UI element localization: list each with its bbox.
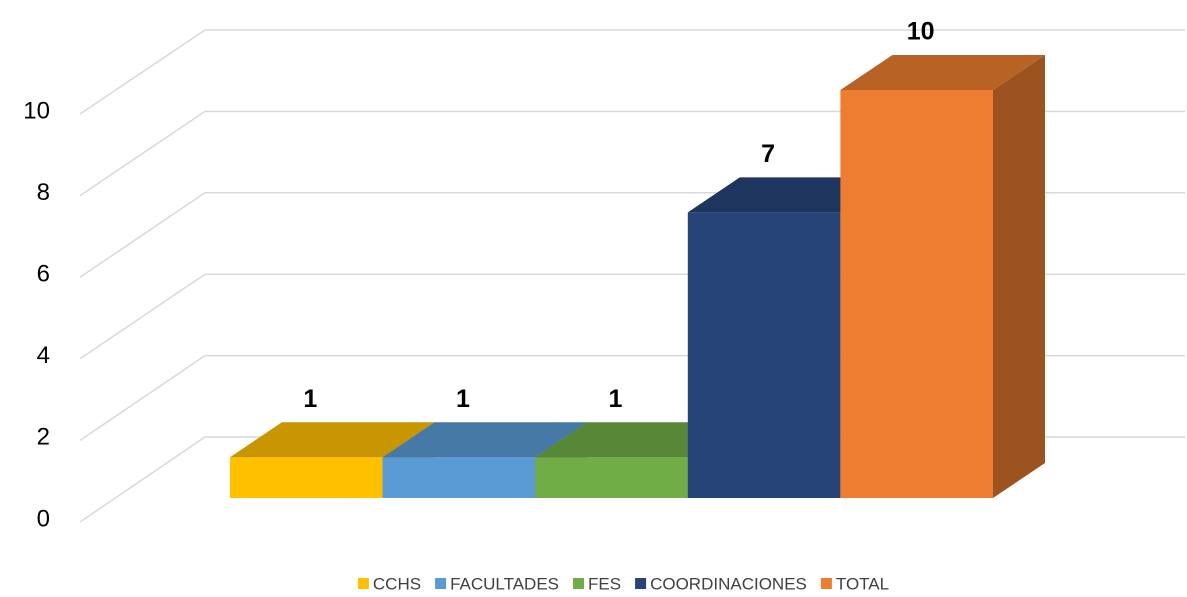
value-label: 1: [303, 385, 317, 413]
value-label: 10: [907, 18, 935, 46]
bar-front: [230, 457, 383, 498]
y-tick-label: 2: [37, 424, 50, 451]
legend-label: TOTAL: [836, 574, 889, 593]
value-label: 7: [761, 140, 775, 168]
bar-top: [382, 422, 588, 458]
value-label: 1: [456, 385, 470, 413]
legend-swatch: [357, 578, 369, 589]
legend-swatch: [435, 578, 447, 589]
y-tick-label: 4: [37, 342, 50, 369]
y-tick-label: 6: [37, 261, 50, 288]
bar-front: [535, 457, 688, 498]
value-label: 1: [609, 385, 623, 413]
legend-swatch: [820, 578, 832, 589]
bar-top: [230, 422, 435, 458]
y-tick-label: 0: [37, 505, 50, 532]
legend-swatch: [635, 578, 647, 589]
legend-label: COORDINACIONES: [650, 574, 807, 593]
bar-front: [840, 90, 993, 498]
bar-side: [993, 55, 1045, 498]
legend-label: CCHS: [373, 574, 421, 593]
bar-front: [382, 457, 536, 498]
grid-line: [79, 29, 1185, 115]
legend-label: FES: [588, 574, 621, 593]
legend-label: FACULTADES: [450, 574, 559, 593]
legend-swatch: [573, 578, 585, 589]
bar-front: [687, 212, 841, 498]
y-tick-label: 10: [23, 97, 50, 124]
bar-top: [840, 55, 1045, 90]
y-tick-label: 8: [37, 179, 50, 206]
